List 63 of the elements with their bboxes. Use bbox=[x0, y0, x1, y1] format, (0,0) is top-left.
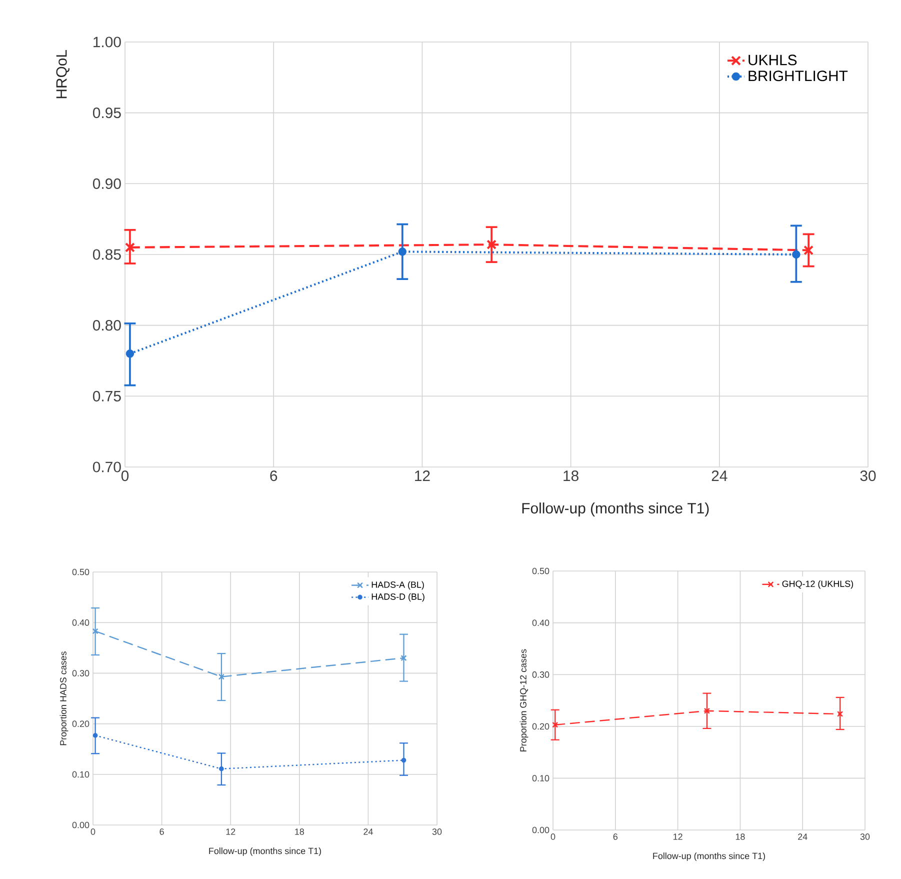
y-tick-label: 0.10 bbox=[72, 771, 90, 778]
x-tick-label: 24 bbox=[364, 828, 373, 835]
x-tick-label: 30 bbox=[860, 834, 870, 840]
point bbox=[704, 708, 710, 714]
y-tick-label: 0.70 bbox=[92, 462, 121, 472]
x-axis-title: Follow-up (months since T1) bbox=[653, 852, 765, 861]
point bbox=[92, 628, 98, 634]
point bbox=[219, 766, 224, 772]
point bbox=[792, 250, 800, 259]
point bbox=[804, 245, 814, 256]
point bbox=[92, 733, 98, 738]
x-tick-label: 12 bbox=[226, 828, 236, 835]
y-tick-label: 0.90 bbox=[92, 178, 121, 189]
point bbox=[401, 758, 406, 763]
point bbox=[398, 248, 407, 256]
legend-label: HADS-D (BL) bbox=[372, 593, 424, 602]
x-tick-label: 6 bbox=[270, 470, 278, 482]
y-axis-title: Proportion HADS cases bbox=[60, 652, 68, 746]
x-tick-label: 24 bbox=[712, 470, 728, 481]
x-tick-label: 0 bbox=[121, 470, 129, 482]
legend-label: HADS-A (BL) bbox=[372, 581, 424, 590]
y-tick-label: 0.20 bbox=[72, 720, 90, 727]
y-tick-label: 0.80 bbox=[92, 320, 121, 331]
y-tick-label: 1.00 bbox=[94, 36, 121, 48]
point bbox=[124, 242, 135, 252]
x-tick-label: 18 bbox=[736, 834, 745, 840]
y-tick-label: 0.30 bbox=[532, 671, 550, 678]
x-tick-label: 0 bbox=[550, 834, 556, 840]
x-tick-label: 30 bbox=[432, 828, 442, 835]
y-tick-label: 0.50 bbox=[532, 568, 550, 574]
x-tick-label: 0 bbox=[90, 828, 96, 835]
x-tick-label: 30 bbox=[860, 470, 876, 482]
x-tick-label: 6 bbox=[160, 828, 164, 835]
y-tick-label: 0.75 bbox=[92, 390, 121, 402]
y-tick-label: 0.85 bbox=[92, 249, 121, 260]
y-axis-title: Proportion GHQ-12 cases bbox=[520, 649, 528, 752]
y-tick-label: 0.00 bbox=[72, 822, 90, 828]
y-tick-label: 0.30 bbox=[72, 670, 90, 676]
x-tick-label: 6 bbox=[613, 834, 618, 840]
y-tick-label: 0.40 bbox=[72, 619, 90, 626]
point bbox=[218, 674, 224, 680]
point bbox=[486, 240, 497, 250]
x-axis-title: Follow-up (months since T1) bbox=[522, 502, 709, 516]
y-tick-label: 0.10 bbox=[532, 775, 550, 782]
y-tick-label: 0.50 bbox=[72, 568, 90, 576]
x-tick-label: 24 bbox=[798, 834, 808, 840]
point bbox=[400, 655, 407, 662]
point bbox=[126, 350, 134, 358]
x-tick-label: 18 bbox=[564, 470, 578, 482]
y-tick-label: 0.95 bbox=[92, 108, 121, 118]
legend-label: UKHLS bbox=[748, 54, 797, 66]
y-tick-label: 0.40 bbox=[532, 620, 550, 626]
legend-label: GHQ-12 (UKHLS) bbox=[782, 580, 854, 589]
y-tick-label: 0.20 bbox=[532, 723, 550, 730]
x-tick-label: 12 bbox=[674, 834, 682, 840]
x-tick-label: 12 bbox=[415, 470, 430, 481]
y-tick-label: 0.00 bbox=[532, 826, 550, 834]
y-axis-title: HRQoL bbox=[56, 50, 70, 98]
x-axis-title: Follow-up (months since T1) bbox=[209, 848, 321, 856]
point bbox=[837, 710, 844, 717]
x-tick-label: 18 bbox=[295, 828, 304, 835]
point bbox=[552, 722, 558, 728]
legend-label: BRIGHTLIGHT bbox=[748, 70, 848, 82]
